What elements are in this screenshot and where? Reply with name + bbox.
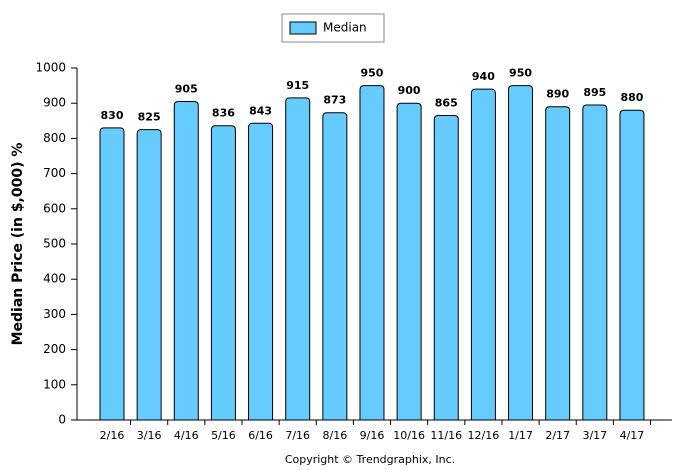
x-tick-label: 9/16: [360, 429, 385, 442]
bar: [582, 104, 608, 421]
credit: Copyright © Trendgraphix, Inc.: [285, 453, 455, 466]
x-tick-label: 3/17: [582, 429, 607, 442]
y-tick-label: 300: [43, 307, 66, 321]
x-tick-label: 5/16: [211, 429, 236, 442]
y-tick-label: 500: [43, 237, 66, 251]
x-tick-label: 11/16: [430, 429, 462, 442]
bar: [136, 129, 162, 421]
bar: [210, 125, 236, 421]
value-label: 880: [620, 91, 643, 104]
value-label: 900: [398, 84, 421, 97]
x-tick-label: 4/16: [174, 429, 199, 442]
bar: [433, 115, 459, 421]
value-label: 915: [286, 79, 309, 92]
bar: [173, 100, 199, 421]
y-tick-label: 800: [43, 131, 66, 145]
y-tick-label: 700: [43, 166, 66, 180]
x-tick-label: 8/16: [322, 429, 347, 442]
bar: [508, 85, 534, 421]
x-tick-label: 2/16: [100, 429, 125, 442]
x-tick-label: 12/16: [468, 429, 500, 442]
value-label: 940: [472, 70, 495, 83]
x-tick-label: 6/16: [248, 429, 273, 442]
bar: [545, 106, 571, 421]
y-axis-label: Median Price (in $,000) %: [10, 143, 26, 346]
x-tick-label: 2/17: [545, 429, 570, 442]
bar: [396, 102, 422, 421]
bar: [285, 97, 311, 421]
bar: [99, 127, 125, 421]
bar: [619, 109, 645, 421]
value-label: 865: [435, 97, 458, 110]
x-tick-label: 1/17: [508, 429, 533, 442]
bar: [248, 122, 274, 421]
bar: [359, 85, 385, 421]
bar: [322, 112, 348, 421]
value-label: 843: [249, 104, 272, 117]
y-tick-label: 100: [43, 377, 66, 391]
legend-label: Median: [323, 21, 367, 35]
x-tick-label: 4/17: [620, 429, 645, 442]
x-tick-label: 10/16: [393, 429, 425, 442]
value-label: 836: [212, 107, 235, 120]
y-tick-label: 0: [58, 413, 66, 427]
value-label: 895: [583, 86, 606, 99]
value-label: 830: [101, 109, 124, 122]
y-tick-label: 900: [43, 96, 66, 110]
y-tick-label: 200: [43, 342, 66, 356]
value-label: 950: [360, 67, 383, 80]
x-tick-label: 7/16: [285, 429, 310, 442]
value-label: 905: [175, 82, 198, 95]
y-tick-label: 400: [43, 272, 66, 286]
x-tick-label: 3/16: [137, 429, 162, 442]
y-tick-label: 600: [43, 201, 66, 215]
value-label: 890: [546, 88, 569, 101]
y-tick-label: 1000: [35, 61, 66, 75]
bar: [470, 88, 496, 421]
value-label: 950: [509, 67, 532, 80]
legend-swatch: [289, 21, 317, 35]
value-label: 873: [323, 94, 346, 107]
value-label: 825: [138, 111, 161, 124]
